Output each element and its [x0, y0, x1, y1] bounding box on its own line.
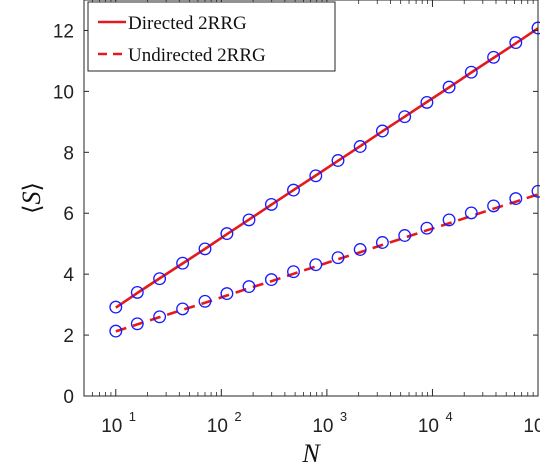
data-point: [130, 317, 144, 331]
x-tick-exponent: 1: [129, 409, 136, 424]
data-point: [464, 206, 478, 220]
y-tick-label: 10: [53, 82, 74, 103]
y-label-var: S: [17, 192, 46, 205]
y-tick-label: 0: [63, 387, 74, 408]
data-point: [264, 197, 278, 211]
legend: Directed 2RRG Undirected 2RRG: [87, 1, 336, 72]
y-tick-label: 12: [53, 21, 74, 42]
data-point: [398, 229, 412, 242]
x-tick-label: 10: [312, 416, 333, 437]
x-tick-label: 10: [523, 416, 540, 437]
data-point: [531, 21, 540, 35]
data-point: [331, 154, 345, 167]
data-point: [198, 242, 212, 256]
data-point: [153, 310, 167, 324]
data-point: [464, 65, 478, 79]
data-point: [442, 213, 456, 227]
y-label-open: ⟨: [18, 205, 46, 214]
data-point: [309, 258, 323, 272]
data-point: [264, 273, 278, 287]
x-tick-label: 10: [207, 416, 228, 437]
x-tick-exponent: 2: [234, 409, 241, 424]
x-tick-label: 10: [418, 416, 439, 437]
series-line-2: [115, 193, 539, 333]
data-point: [309, 169, 323, 183]
data-point: [420, 95, 434, 109]
data-point: [109, 300, 123, 314]
data-point: [242, 213, 256, 227]
legend-box: [87, 1, 336, 72]
data-point: [420, 221, 434, 235]
y-tick-label: 2: [63, 326, 74, 347]
data-point: [375, 124, 389, 138]
data-point: [442, 80, 456, 94]
axes-layer: 024681012101102103104105: [53, 0, 540, 437]
data-point: [153, 272, 167, 286]
legend-label-2: Undirected 2RRG: [128, 45, 266, 66]
data-point: [220, 227, 234, 241]
data-point: [130, 285, 144, 299]
data-point: [398, 110, 412, 124]
series-line-1: [115, 27, 539, 309]
legend-label-1: Directed 2RRG: [128, 13, 247, 34]
data-point: [176, 302, 190, 316]
y-label-close: ⟩: [18, 182, 46, 191]
data-point: [242, 280, 256, 294]
data-point: [287, 265, 300, 279]
data-point: [487, 50, 501, 64]
data-point: [109, 324, 123, 338]
y-tick-label: 8: [63, 143, 74, 164]
data-point: [287, 183, 300, 197]
y-tick-label: 4: [63, 265, 74, 286]
data-point: [220, 287, 234, 301]
data-point: [176, 256, 190, 270]
marker-layer: [109, 21, 540, 338]
data-point: [331, 251, 345, 265]
y-axis-label: ⟨S⟩: [17, 182, 46, 214]
data-point: [353, 243, 367, 256]
data-point: [509, 192, 523, 206]
x-tick-exponent: 4: [445, 409, 452, 424]
data-point: [487, 199, 501, 213]
axis-labels: N ⟨S⟩: [17, 182, 321, 468]
data-point: [509, 36, 523, 50]
x-tick-exponent: 3: [340, 409, 347, 424]
data-point: [353, 140, 367, 153]
axes-frame: [83, 0, 539, 397]
data-point: [198, 294, 212, 308]
data-point: [375, 236, 389, 249]
x-tick-label: 10: [101, 416, 122, 437]
x-axis-label: N: [301, 439, 321, 468]
y-tick-label: 6: [63, 204, 74, 225]
series-layer: [115, 27, 539, 333]
